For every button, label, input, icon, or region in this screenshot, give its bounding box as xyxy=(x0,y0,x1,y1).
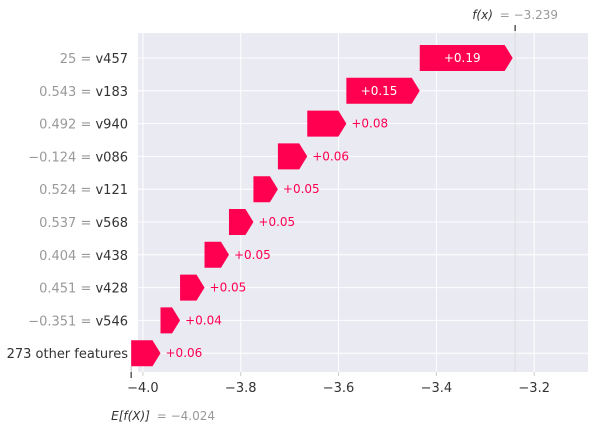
base-prefix: E[f(X)] xyxy=(111,409,150,423)
x-tick-label: −4.0 xyxy=(127,381,159,396)
fx-annotation: f(x) = −3.239 xyxy=(472,8,558,22)
contribution-bar xyxy=(277,143,308,170)
feature-value: 0.524 = xyxy=(39,183,95,198)
contribution-label: +0.08 xyxy=(351,117,388,131)
contribution-bar xyxy=(253,176,278,203)
grid-lines xyxy=(138,33,588,372)
contribution-label: +0.04 xyxy=(185,313,222,327)
feature-value: 0.543 = xyxy=(39,85,95,100)
feature-label: 25 = v457 xyxy=(60,52,128,67)
feature-name: v438 xyxy=(95,249,128,264)
x-axis-ticks: −4.0 −3.8 −3.6 −3.4 −3.2 xyxy=(127,372,550,396)
x-tick-label: −3.4 xyxy=(421,381,453,396)
contribution-label: +0.05 xyxy=(258,215,295,229)
x-tick-label: −3.2 xyxy=(518,381,550,396)
fx-prefix: f(x) xyxy=(472,8,493,22)
contribution-bar xyxy=(346,77,420,104)
reference-lines xyxy=(130,25,516,378)
contribution-bar xyxy=(160,307,181,334)
feature-name: v940 xyxy=(95,118,128,133)
feature-label: −0.351 = v546 xyxy=(28,314,128,329)
feature-value: 0.404 = xyxy=(39,249,95,264)
contribution-label: +0.06 xyxy=(166,346,203,360)
feature-label: 273 other features xyxy=(7,347,129,362)
contribution-bar xyxy=(228,209,254,235)
feature-label: 0.492 = v940 xyxy=(39,118,128,133)
feature-name: v546 xyxy=(95,314,128,329)
feature-label: 0.543 = v183 xyxy=(39,85,128,100)
feature-label: 0.524 = v121 xyxy=(39,183,128,198)
base-value: = −4.024 xyxy=(157,409,215,423)
feature-value: 0.451 = xyxy=(39,282,95,297)
contribution-bar xyxy=(131,340,161,367)
feature-label: 0.537 = v568 xyxy=(39,216,128,231)
feature-value: −0.124 = xyxy=(28,150,95,165)
feature-name: v121 xyxy=(95,183,128,198)
contribution-label: +0.05 xyxy=(283,182,320,196)
feature-name: v457 xyxy=(95,52,128,67)
feature-name: 273 other features xyxy=(7,347,129,362)
contribution-bars: +0.19 +0.15 +0.08 +0.06 +0.05 +0.05 +0.05 +0.05… xyxy=(131,45,513,367)
base-value-annotation: E[f(X)] = −4.024 xyxy=(111,409,215,423)
contribution-bar xyxy=(180,274,205,301)
contribution-label: +0.06 xyxy=(312,149,349,163)
contribution-bar xyxy=(307,110,347,137)
feature-value: −0.351 = xyxy=(28,314,95,329)
feature-value: 0.537 = xyxy=(39,216,95,231)
feature-value: 25 = xyxy=(60,52,96,67)
fx-value: = −3.239 xyxy=(500,8,558,22)
contribution-bar xyxy=(419,45,513,71)
feature-name: v428 xyxy=(95,282,128,297)
feature-label: 0.404 = v438 xyxy=(39,249,128,264)
fx-label: f(x) = −3.239 xyxy=(472,8,558,22)
x-tick-label: −3.8 xyxy=(225,381,257,396)
feature-name: v086 xyxy=(95,150,128,165)
contribution-label: +0.05 xyxy=(210,281,247,295)
contribution-label: +0.15 xyxy=(361,84,398,98)
feature-labels: 25 = v457 0.543 = v183 0.492 = v940 −0.124 … xyxy=(7,52,129,362)
contribution-label: +0.05 xyxy=(234,248,271,262)
feature-label: 0.451 = v428 xyxy=(39,282,128,297)
feature-value: 0.492 = xyxy=(39,118,95,133)
x-tick-label: −3.6 xyxy=(323,381,355,396)
feature-label: −0.124 = v086 xyxy=(28,150,128,165)
feature-name: v183 xyxy=(95,85,128,100)
base-label: E[f(X)] = −4.024 xyxy=(111,409,215,423)
contribution-label: +0.19 xyxy=(444,51,481,65)
contribution-bar xyxy=(204,241,229,268)
feature-name: v568 xyxy=(95,216,128,231)
